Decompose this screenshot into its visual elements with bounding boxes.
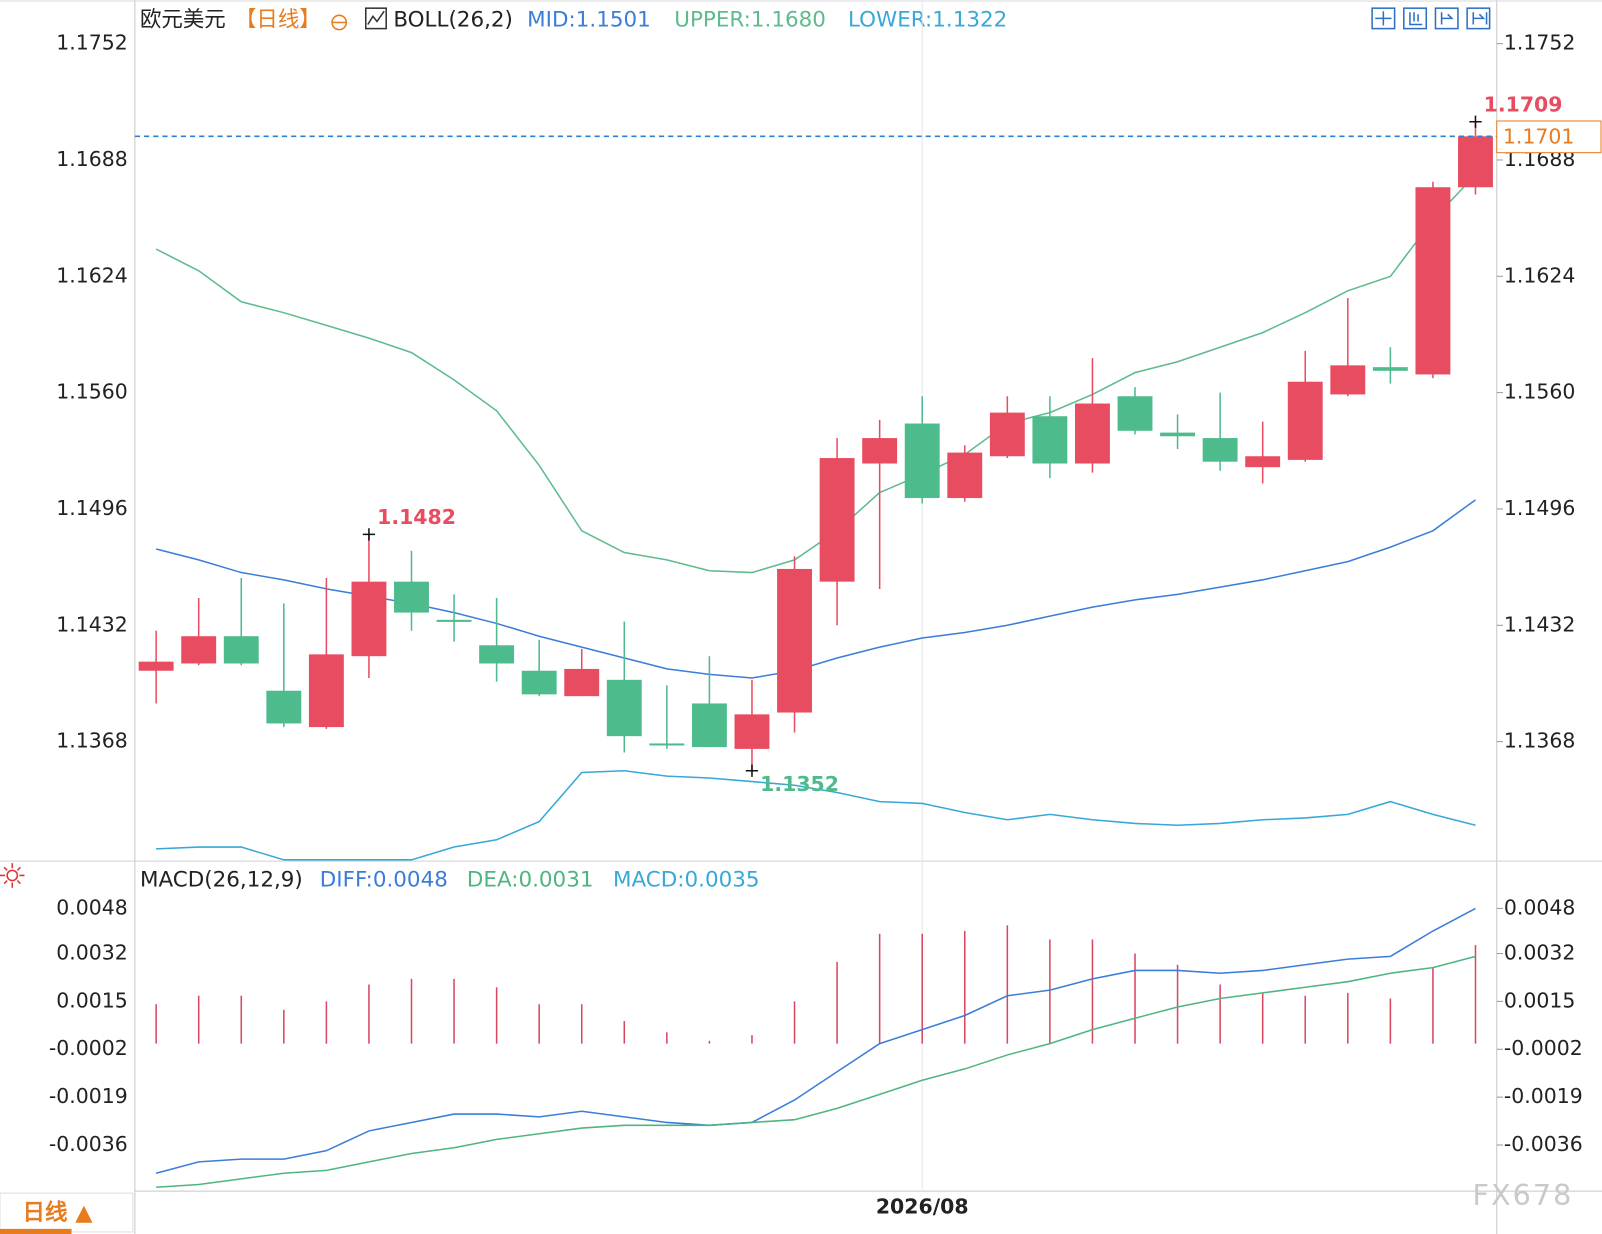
candle-body xyxy=(479,645,515,664)
legend-entry: MACD:0.0035 xyxy=(613,868,760,893)
y-tick-label: 1.1432 xyxy=(56,612,127,636)
candle-body xyxy=(734,714,770,749)
candle-body xyxy=(564,668,600,697)
candle-body xyxy=(691,703,727,748)
candle-body xyxy=(1372,367,1408,371)
candle-body xyxy=(1160,432,1196,437)
x-tick-label: 2026/08 xyxy=(876,1194,969,1218)
candle-body xyxy=(989,412,1025,457)
tool-icon[interactable] xyxy=(1434,7,1459,30)
candle-body xyxy=(1032,416,1068,464)
candle-body xyxy=(521,670,557,695)
candle-body xyxy=(266,690,302,724)
indicator-icon[interactable] xyxy=(364,7,387,30)
legend-entry: UPPER:1.1680 xyxy=(674,7,826,32)
y-tick-label-right: 1.1624 xyxy=(1504,263,1575,287)
indicator-line xyxy=(155,173,1477,574)
candle-body xyxy=(947,452,983,499)
candle-body xyxy=(1117,396,1153,431)
extreme-marker xyxy=(745,764,759,777)
candle-body xyxy=(904,423,940,499)
y-tick-label: 1.1496 xyxy=(56,496,127,520)
period-button-label[interactable]: 日线 ▲ xyxy=(22,1199,93,1226)
candle-body xyxy=(1330,365,1366,395)
legend-entry: LOWER:1.1322 xyxy=(848,7,1007,32)
extreme-label: 1.1709 xyxy=(1484,92,1563,116)
indicator-icon-glyph xyxy=(367,10,385,25)
extreme-label: 1.1482 xyxy=(377,505,456,529)
candle-body xyxy=(1415,187,1451,375)
legend-entry: DIFF:0.0048 xyxy=(320,868,448,893)
y-tick-label-right: 1.1368 xyxy=(1504,729,1575,753)
indicator-label: BOLL(26,2) xyxy=(393,7,513,32)
legend-entry: DEA:0.0031 xyxy=(467,868,594,893)
chart-title: 欧元美元 xyxy=(140,7,226,32)
indicator-line xyxy=(156,769,1476,861)
tool-icon[interactable] xyxy=(1371,7,1396,30)
watermark: FX678 xyxy=(1473,1178,1574,1212)
indicator-line xyxy=(156,955,1476,1188)
candle-body xyxy=(181,636,217,664)
y-tick-label: 1.1560 xyxy=(56,380,127,404)
candle-body xyxy=(394,581,429,613)
indicator-line xyxy=(155,907,1476,1174)
y-tick-label-right: 1.1752 xyxy=(1504,31,1575,55)
candle-body xyxy=(862,438,898,464)
last-price-label: 1.1701 xyxy=(1503,124,1574,148)
macd-title: MACD(26,12,9) xyxy=(140,868,303,893)
legend-entry: MID:1.1501 xyxy=(527,7,651,32)
tool-icon[interactable] xyxy=(1466,7,1491,30)
sun-icon-rays xyxy=(0,863,25,888)
extreme-marker xyxy=(1469,115,1482,128)
y-tick-label: 0.0048 xyxy=(56,895,127,919)
extreme-label: 1.1352 xyxy=(760,772,839,796)
y-tick-label: 1.1368 xyxy=(56,729,127,753)
y-tick-label-right: 0.0048 xyxy=(1504,895,1575,919)
tool-icon[interactable] xyxy=(1403,7,1428,30)
candle-body xyxy=(223,636,259,664)
y-tick-label: 1.1688 xyxy=(56,147,127,171)
period-label: 【日线】 xyxy=(235,7,321,32)
candle-body xyxy=(1287,381,1323,460)
y-tick-label-right: 0.0015 xyxy=(1504,988,1575,1012)
last-price-box xyxy=(1496,120,1602,154)
tool-glyphs xyxy=(1375,11,1488,26)
candle-body xyxy=(1245,456,1281,468)
candle-body xyxy=(819,458,855,582)
candle-body xyxy=(351,581,387,657)
candle-body xyxy=(1075,403,1110,464)
y-tick-label: -0.0036 xyxy=(49,1132,128,1156)
y-tick-label-right: -0.0036 xyxy=(1504,1132,1583,1156)
y-tick-label-right: 1.1496 xyxy=(1504,496,1575,520)
y-tick-label: 0.0015 xyxy=(56,988,127,1012)
sun-icon xyxy=(0,863,25,888)
y-tick-label-right: -0.0019 xyxy=(1504,1084,1583,1108)
y-tick-label: 0.0032 xyxy=(56,941,127,965)
y-tick-label-right: 0.0032 xyxy=(1504,941,1575,965)
y-tick-label-right: 1.1560 xyxy=(1504,380,1575,404)
candle-body xyxy=(436,619,472,622)
toolbar xyxy=(1371,7,1491,30)
y-tick-label: 1.1624 xyxy=(56,263,127,287)
y-tick-label: -0.0002 xyxy=(49,1036,128,1060)
candle-body xyxy=(1458,136,1493,188)
candle-body xyxy=(1202,438,1238,462)
candle-body xyxy=(308,654,344,728)
period-underline xyxy=(0,1228,72,1234)
y-tick-label-right: -0.0002 xyxy=(1504,1036,1583,1060)
candle-body xyxy=(606,679,642,737)
extreme-marker xyxy=(362,528,376,541)
y-tick-label: -0.0019 xyxy=(49,1084,128,1108)
candle-body xyxy=(138,661,174,671)
y-tick-label-right: 1.1432 xyxy=(1504,612,1575,636)
candle-body xyxy=(777,568,812,713)
y-tick-label: 1.1752 xyxy=(56,31,127,55)
candle-body xyxy=(649,743,685,746)
sun-icon-core xyxy=(6,869,19,882)
